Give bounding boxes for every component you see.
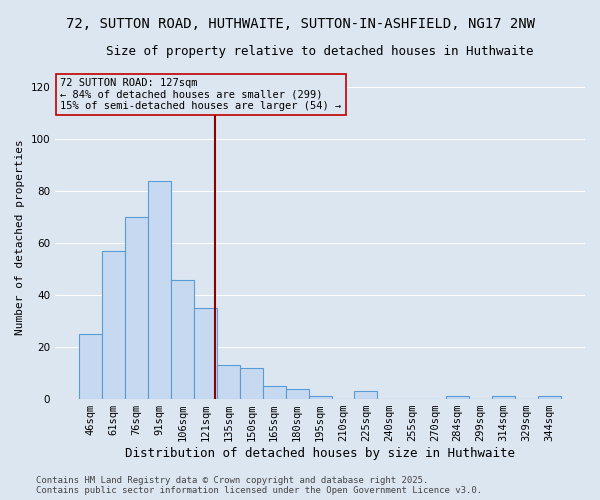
Y-axis label: Number of detached properties: Number of detached properties [15, 139, 25, 334]
Bar [286, 388, 308, 399]
Bar [125, 218, 148, 399]
Bar [217, 366, 240, 399]
Bar [171, 280, 194, 399]
Bar [240, 368, 263, 399]
Bar [308, 396, 332, 399]
Bar [102, 251, 125, 399]
Bar [79, 334, 102, 399]
Text: Contains HM Land Registry data © Crown copyright and database right 2025.
Contai: Contains HM Land Registry data © Crown c… [36, 476, 482, 495]
Bar [492, 396, 515, 399]
Bar [538, 396, 561, 399]
Bar [355, 392, 377, 399]
Bar [263, 386, 286, 399]
Bar [194, 308, 217, 399]
Text: 72 SUTTON ROAD: 127sqm
← 84% of detached houses are smaller (299)
15% of semi-de: 72 SUTTON ROAD: 127sqm ← 84% of detached… [61, 78, 342, 111]
X-axis label: Distribution of detached houses by size in Huthwaite: Distribution of detached houses by size … [125, 447, 515, 460]
Bar [446, 396, 469, 399]
Bar [148, 181, 171, 399]
Title: Size of property relative to detached houses in Huthwaite: Size of property relative to detached ho… [106, 45, 534, 58]
Text: 72, SUTTON ROAD, HUTHWAITE, SUTTON-IN-ASHFIELD, NG17 2NW: 72, SUTTON ROAD, HUTHWAITE, SUTTON-IN-AS… [65, 18, 535, 32]
